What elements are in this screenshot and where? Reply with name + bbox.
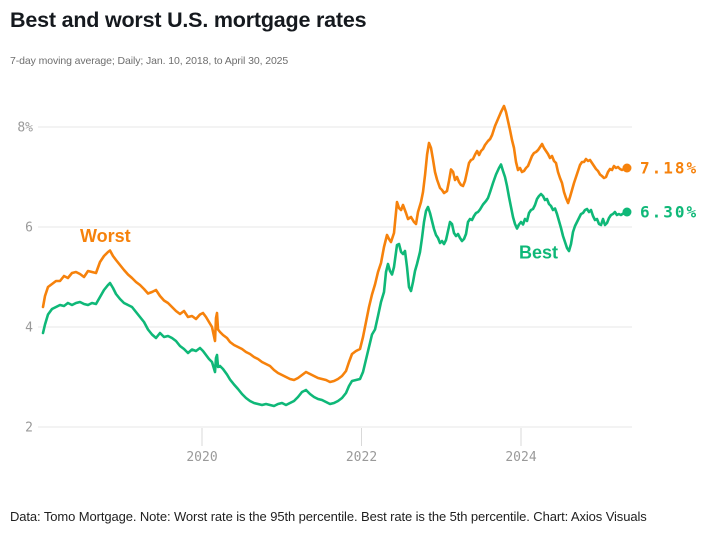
series-end-dot-worst	[622, 163, 632, 173]
series-label-best: Best	[519, 243, 558, 263]
y-axis-label-2: 2	[25, 421, 33, 436]
x-axis-label-2024: 2024	[505, 450, 536, 465]
page-title: Best and worst U.S. mortgage rates	[10, 8, 367, 32]
y-axis-label-8: 8%	[17, 121, 33, 136]
x-axis-label-2020: 2020	[186, 450, 217, 465]
series-line-worst	[41, 104, 629, 384]
x-axis-label-2022: 2022	[346, 450, 377, 465]
series-label-worst: Worst	[80, 226, 131, 246]
series-end-value-worst: 7.18%	[640, 159, 698, 178]
series-line-best	[41, 163, 629, 408]
chart-subtitle: 7-day moving average; Daily; Jan. 10, 20…	[10, 55, 289, 67]
y-axis-label-4: 4	[25, 321, 33, 336]
y-axis-label-6: 6	[25, 221, 33, 236]
series-end-dot-best	[622, 207, 632, 217]
chart-source-note: Data: Tomo Mortgage. Note: Worst rate is…	[10, 509, 647, 524]
series-end-value-best: 6.30%	[640, 203, 698, 222]
